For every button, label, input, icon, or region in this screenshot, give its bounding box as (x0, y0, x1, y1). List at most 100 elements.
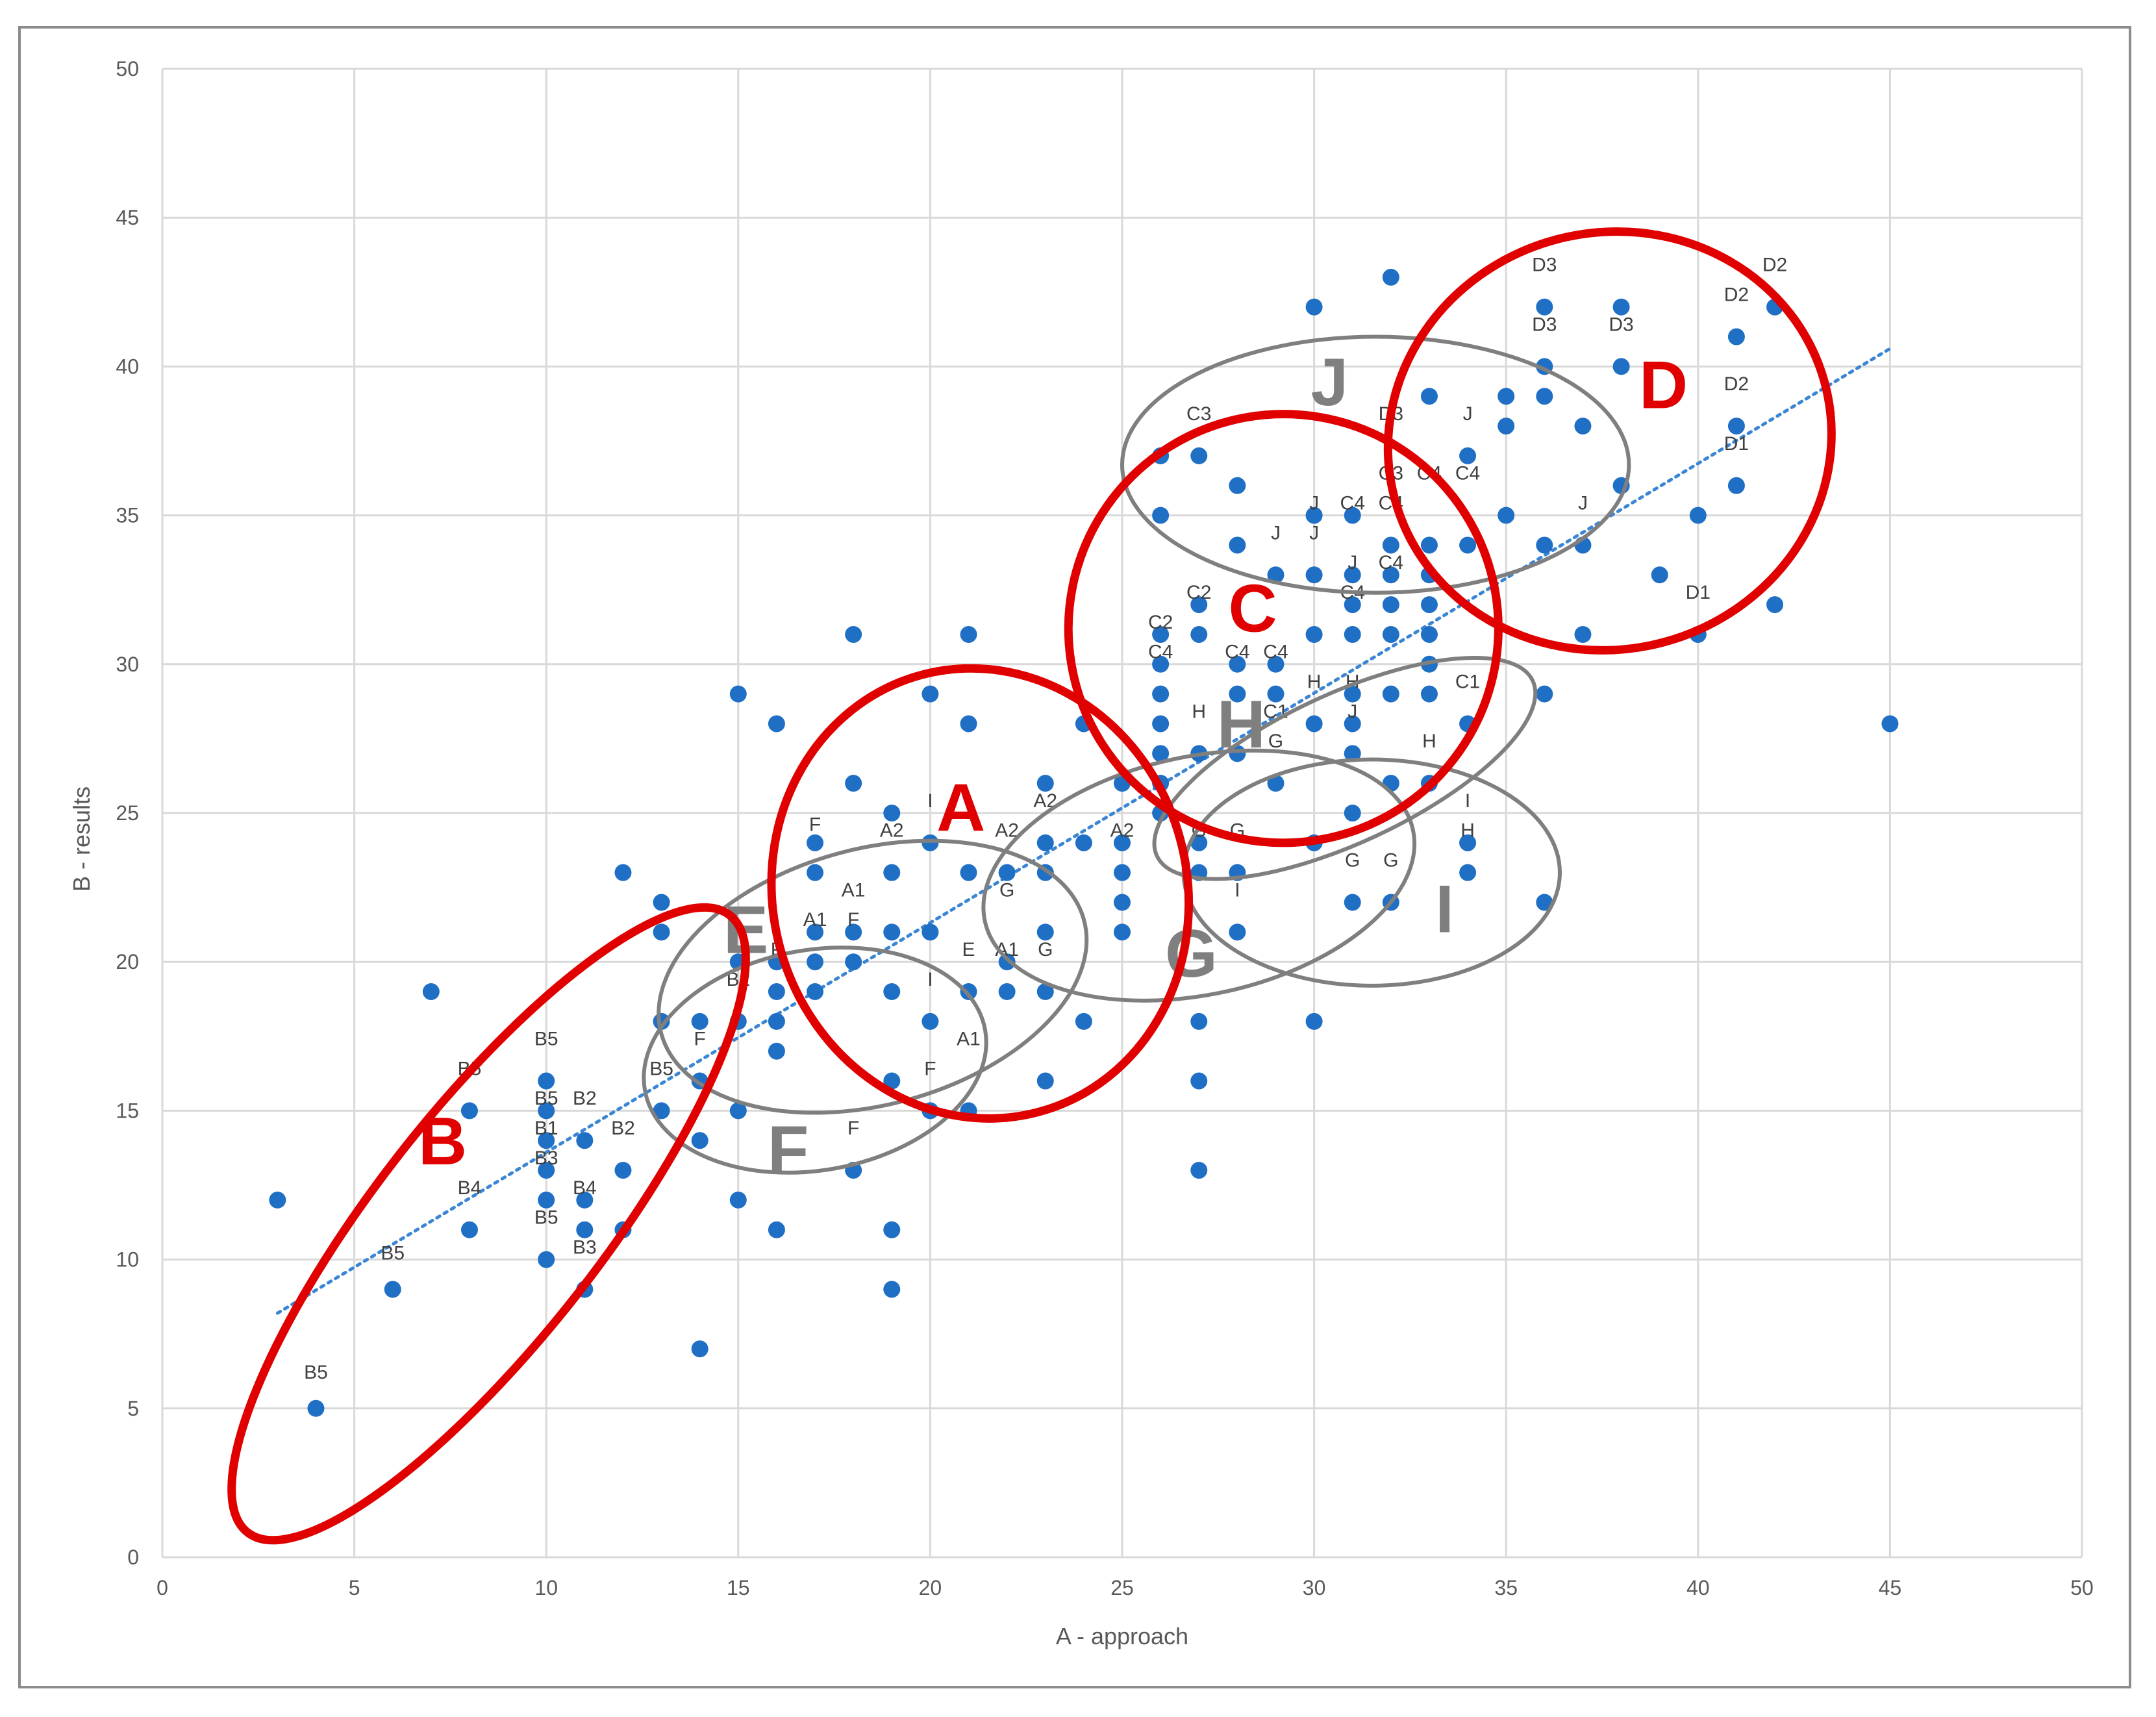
data-point (1651, 566, 1668, 584)
point-label: I (927, 790, 933, 812)
point-label: F (924, 1058, 936, 1079)
point-label: D2 (1724, 284, 1749, 306)
data-point (691, 1340, 708, 1358)
point-label: C2 (1148, 612, 1173, 633)
data-point (1498, 388, 1515, 405)
highlight-b-ellipse (227, 903, 750, 1545)
data-point (768, 1012, 785, 1030)
data-point (1229, 923, 1246, 941)
data-point (1036, 1072, 1054, 1090)
data-point (1152, 715, 1170, 733)
point-label: B5 (534, 1029, 558, 1050)
data-point (1881, 715, 1899, 733)
y-tick-label: 5 (127, 1397, 139, 1420)
data-point (422, 983, 440, 1001)
x-tick-labels: 0 5 10 15 20 25 30 35 40 45 50 (157, 1576, 2094, 1599)
data-point (1305, 715, 1323, 733)
x-tick-label: 0 (157, 1576, 168, 1599)
data-point (1344, 625, 1361, 643)
point-label: I (1465, 790, 1470, 812)
y-tick-label: 10 (116, 1248, 139, 1272)
data-point (653, 1102, 670, 1120)
point-label: B4 (458, 1177, 482, 1199)
data-point (576, 1221, 594, 1238)
y-tick-label: 25 (116, 801, 139, 825)
data-point (1344, 566, 1361, 584)
y-tick-labels: 0 5 10 15 20 25 30 35 40 45 50 (116, 57, 139, 1569)
group-f-label: F (768, 1113, 809, 1188)
point-label: D1 (1686, 582, 1711, 603)
data-point (1305, 625, 1323, 643)
point-label: J (1463, 403, 1473, 425)
data-point (1382, 625, 1399, 643)
data-point (883, 1072, 901, 1090)
point-label: C4 (1263, 642, 1288, 663)
x-tick-label: 20 (919, 1576, 942, 1599)
point-label: F (847, 909, 859, 931)
y-tick-label: 40 (116, 355, 139, 378)
data-point (1727, 328, 1745, 345)
data-point (845, 953, 862, 971)
data-point (1344, 745, 1361, 762)
data-point (1267, 775, 1285, 792)
data-point (1459, 536, 1477, 554)
data-point (1536, 685, 1553, 703)
data-point (1190, 1162, 1208, 1179)
point-label: G (1345, 850, 1360, 871)
highlight-ellipses: A B C D (227, 227, 1836, 1545)
point-label: D3 (1532, 314, 1557, 335)
point-label: A2 (1110, 820, 1134, 842)
point-label: C4 (1379, 552, 1403, 573)
data-point (807, 923, 824, 941)
point-label: H (1422, 731, 1436, 752)
data-point (1229, 655, 1246, 673)
data-point (1498, 507, 1515, 524)
point-label: J (1578, 492, 1588, 514)
point-label: B3 (573, 1236, 597, 1258)
data-point (768, 715, 785, 733)
data-point (1574, 625, 1592, 643)
point-label: F (809, 814, 821, 836)
point-label: C4 (1148, 642, 1173, 663)
y-tick-label: 20 (116, 950, 139, 973)
x-tick-label: 30 (1303, 1576, 1326, 1599)
y-axis-title: B - results (68, 786, 95, 892)
data-point (1229, 477, 1246, 494)
y-tick-label: 0 (127, 1546, 139, 1569)
point-label: J (1348, 701, 1357, 722)
data-point (1152, 507, 1170, 524)
point-label: F (847, 1118, 859, 1139)
data-point (1036, 834, 1054, 851)
data-point (1382, 685, 1399, 703)
point-label: C2 (1186, 582, 1211, 603)
point-label: B4 (573, 1177, 597, 1199)
data-point (1382, 566, 1399, 584)
y-tick-label: 50 (116, 57, 139, 81)
highlight-a-label: A (936, 771, 985, 846)
data-point (1229, 536, 1246, 554)
data-point (538, 1132, 555, 1149)
data-point (269, 1191, 286, 1209)
group-f-ellipse (642, 946, 988, 1175)
point-label: A1 (957, 1029, 981, 1050)
data-point (1420, 536, 1438, 554)
data-point (1536, 298, 1553, 316)
y-tick-label: 30 (116, 653, 139, 676)
data-point (1229, 685, 1246, 703)
data-points (269, 268, 1899, 1417)
point-label: G (999, 879, 1014, 901)
point-label: B5 (534, 1207, 558, 1229)
point-labels: B5B5B5B4B5B5B1B3B5B2B4B3B2B5B2FFFA1FA1FA… (304, 255, 1787, 1383)
group-h-label: H (1217, 687, 1266, 762)
group-j-label: J (1310, 345, 1348, 420)
data-point (1344, 894, 1361, 911)
data-point (1382, 268, 1399, 286)
point-label: J (1348, 552, 1357, 573)
data-point (883, 1281, 901, 1298)
data-point (1075, 834, 1092, 851)
data-point (1344, 507, 1361, 524)
group-g-ellipse (981, 748, 1417, 1003)
data-point (1498, 418, 1515, 435)
data-point (1344, 715, 1361, 733)
x-tick-label: 25 (1110, 1576, 1134, 1599)
